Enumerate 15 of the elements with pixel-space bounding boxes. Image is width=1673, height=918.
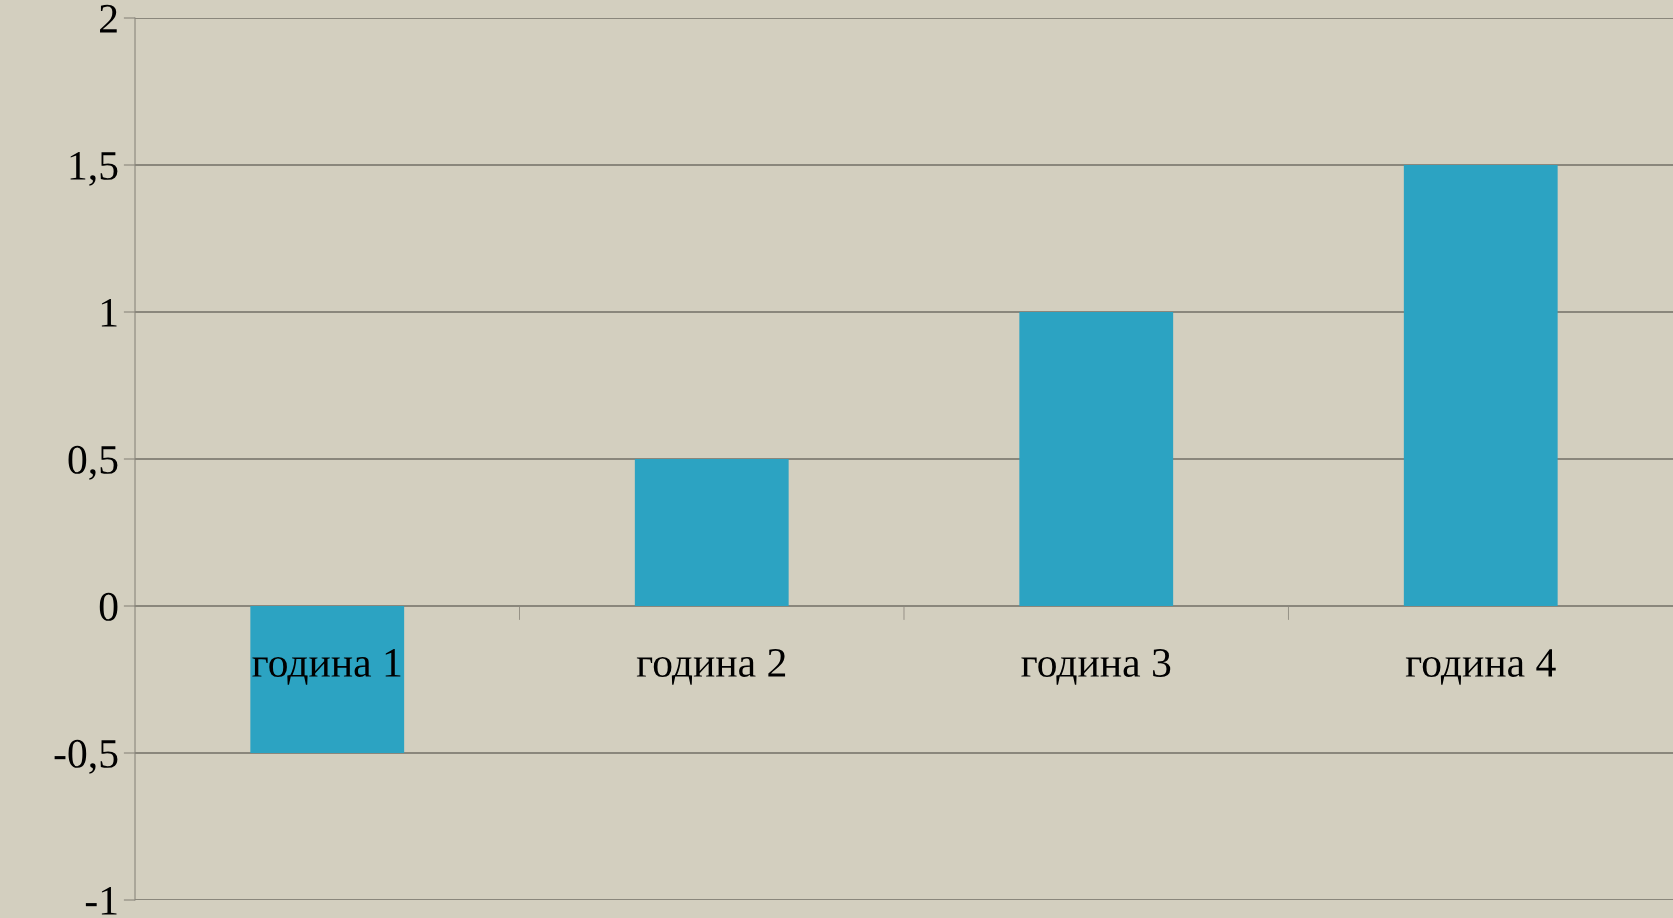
bar: [1403, 165, 1558, 606]
bar: [634, 459, 789, 606]
y-tick-label: 0,5: [68, 445, 118, 480]
y-tick-label: -1: [85, 886, 117, 915]
x-tick-label: година 2: [636, 648, 786, 685]
y-tick-label: 1,5: [70, 151, 118, 186]
y-tick-label: -0,5: [54, 739, 118, 774]
bar: [250, 606, 405, 753]
bar: [1019, 312, 1174, 606]
x-tick-label: година 1: [252, 649, 401, 685]
x-tick-label: година 4: [1405, 649, 1556, 685]
x-tick-label: година 3: [1021, 648, 1171, 685]
y-tick-label: 2: [100, 4, 117, 33]
y-tick-label: 1: [101, 298, 117, 327]
y-tick-label: 0: [99, 592, 118, 621]
